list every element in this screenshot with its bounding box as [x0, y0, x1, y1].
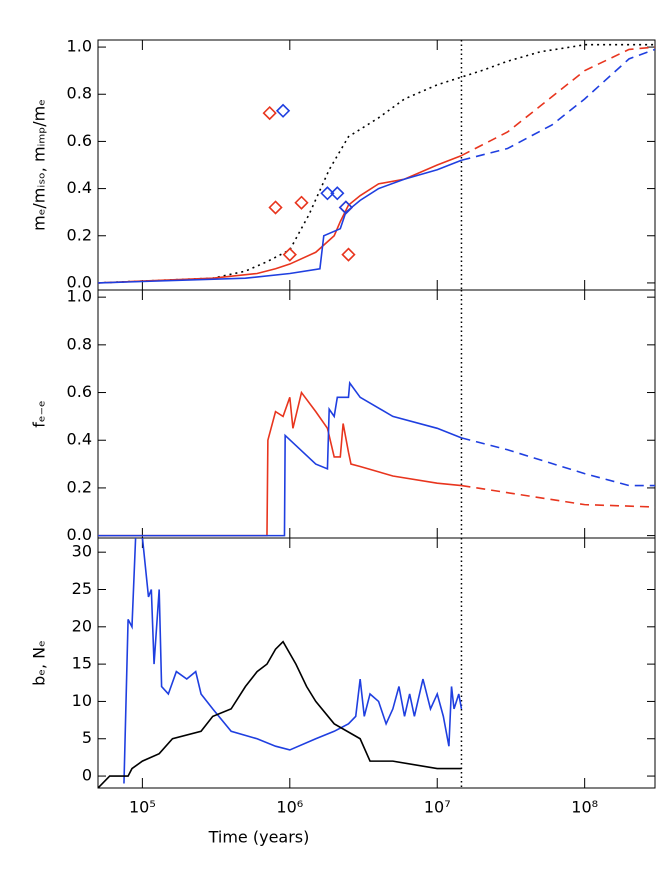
- data-line: [98, 159, 462, 284]
- x-axis-label: Time (years): [208, 828, 310, 847]
- y-tick-label: 25: [72, 579, 92, 598]
- data-line: [98, 390, 462, 537]
- y-axis-label: fₑ₋ₑ: [30, 400, 49, 427]
- y-tick-label: 0.2: [67, 225, 92, 244]
- data-line: [461, 437, 655, 487]
- data-line: [461, 48, 655, 162]
- data-line: [461, 46, 655, 157]
- y-axis-label: bₑ, Nₑ: [30, 640, 49, 686]
- x-tick-label: 10⁶: [276, 798, 303, 817]
- diamond-marker: [282, 247, 297, 262]
- plot-frame: [97, 39, 656, 291]
- y-tick-label: 0.6: [67, 382, 92, 401]
- y-tick-label: 0.4: [67, 430, 92, 449]
- diamond-marker: [338, 200, 353, 215]
- x-tick-label: 10⁷: [424, 798, 451, 817]
- diamond-marker: [330, 186, 345, 201]
- y-tick-label: 0: [82, 766, 92, 785]
- x-tick-label: 10⁸: [571, 798, 598, 817]
- data-line: [98, 43, 655, 284]
- diamond-marker: [341, 247, 356, 262]
- y-tick-label: 10: [72, 691, 92, 710]
- data-line: [98, 640, 462, 788]
- y-tick-label: 0.0: [67, 525, 92, 544]
- diamond-marker: [294, 195, 309, 210]
- x-tick-label: 10⁵: [129, 798, 156, 817]
- diamond-marker: [268, 200, 283, 215]
- y-tick-label: 30: [72, 542, 92, 561]
- data-line: [98, 154, 462, 284]
- y-tick-label: 20: [72, 616, 92, 635]
- data-line: [123, 538, 463, 784]
- y-tick-label: 5: [82, 728, 92, 747]
- diamond-marker: [262, 105, 277, 121]
- plot-frame: [97, 537, 656, 789]
- y-tick-label: 0.2: [67, 477, 92, 496]
- diamond-marker: [275, 103, 291, 118]
- data-line: [461, 484, 655, 508]
- diamond-marker: [320, 186, 335, 201]
- plot-frame: [97, 289, 656, 539]
- y-axis-label: mₑ/mᵢₛₒ, mᵢₘₚ/mₑ: [30, 99, 49, 231]
- y-tick-label: 1.0: [67, 287, 92, 306]
- y-tick-label: 0.0: [67, 272, 92, 291]
- y-tick-label: 0.6: [67, 131, 92, 150]
- y-tick-label: 1.0: [67, 37, 92, 56]
- y-tick-label: 15: [72, 654, 92, 673]
- y-tick-label: 0.4: [67, 178, 92, 197]
- data-line: [98, 380, 462, 537]
- y-tick-label: 0.8: [67, 334, 92, 353]
- y-tick-label: 0.8: [67, 84, 92, 103]
